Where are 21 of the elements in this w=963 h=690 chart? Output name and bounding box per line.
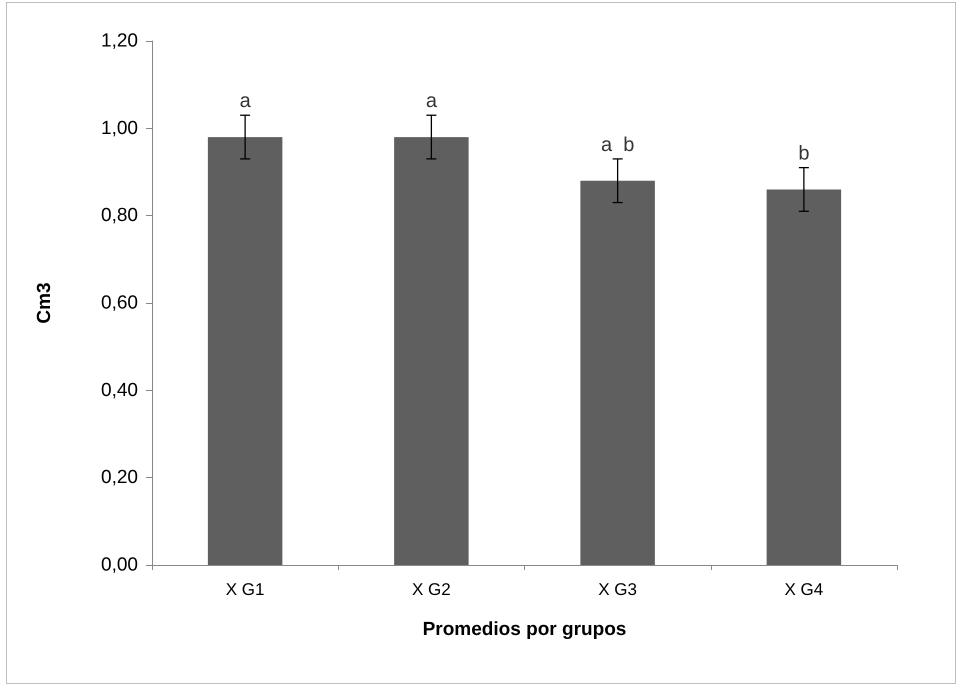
x-tick-label: X G4 [784, 580, 824, 599]
bar [394, 137, 469, 565]
annotation: b [798, 142, 810, 165]
x-axis-title: Promedios por grupos [422, 619, 626, 640]
x-tick-label: X G3 [598, 580, 637, 599]
y-tick-label: 0,60 [101, 292, 138, 314]
y-tick-label: 1,20 [101, 30, 138, 52]
y-axis-title: Cm3 [34, 282, 55, 324]
x-tick-label: X G1 [226, 580, 264, 599]
bar [580, 180, 655, 565]
annotation: a [240, 90, 252, 112]
y-tick-label: 0,80 [101, 205, 138, 226]
y-tick-label: 0,40 [101, 380, 138, 401]
y-tick-label: 0,00 [101, 554, 138, 576]
annotation: a [426, 90, 438, 112]
annotation: a b [600, 134, 634, 156]
bar [208, 137, 282, 565]
y-tick-label: 1,00 [101, 118, 138, 139]
x-tick-label: X G2 [412, 580, 451, 599]
y-tick-label: 0,20 [101, 467, 138, 488]
bar [766, 189, 842, 565]
